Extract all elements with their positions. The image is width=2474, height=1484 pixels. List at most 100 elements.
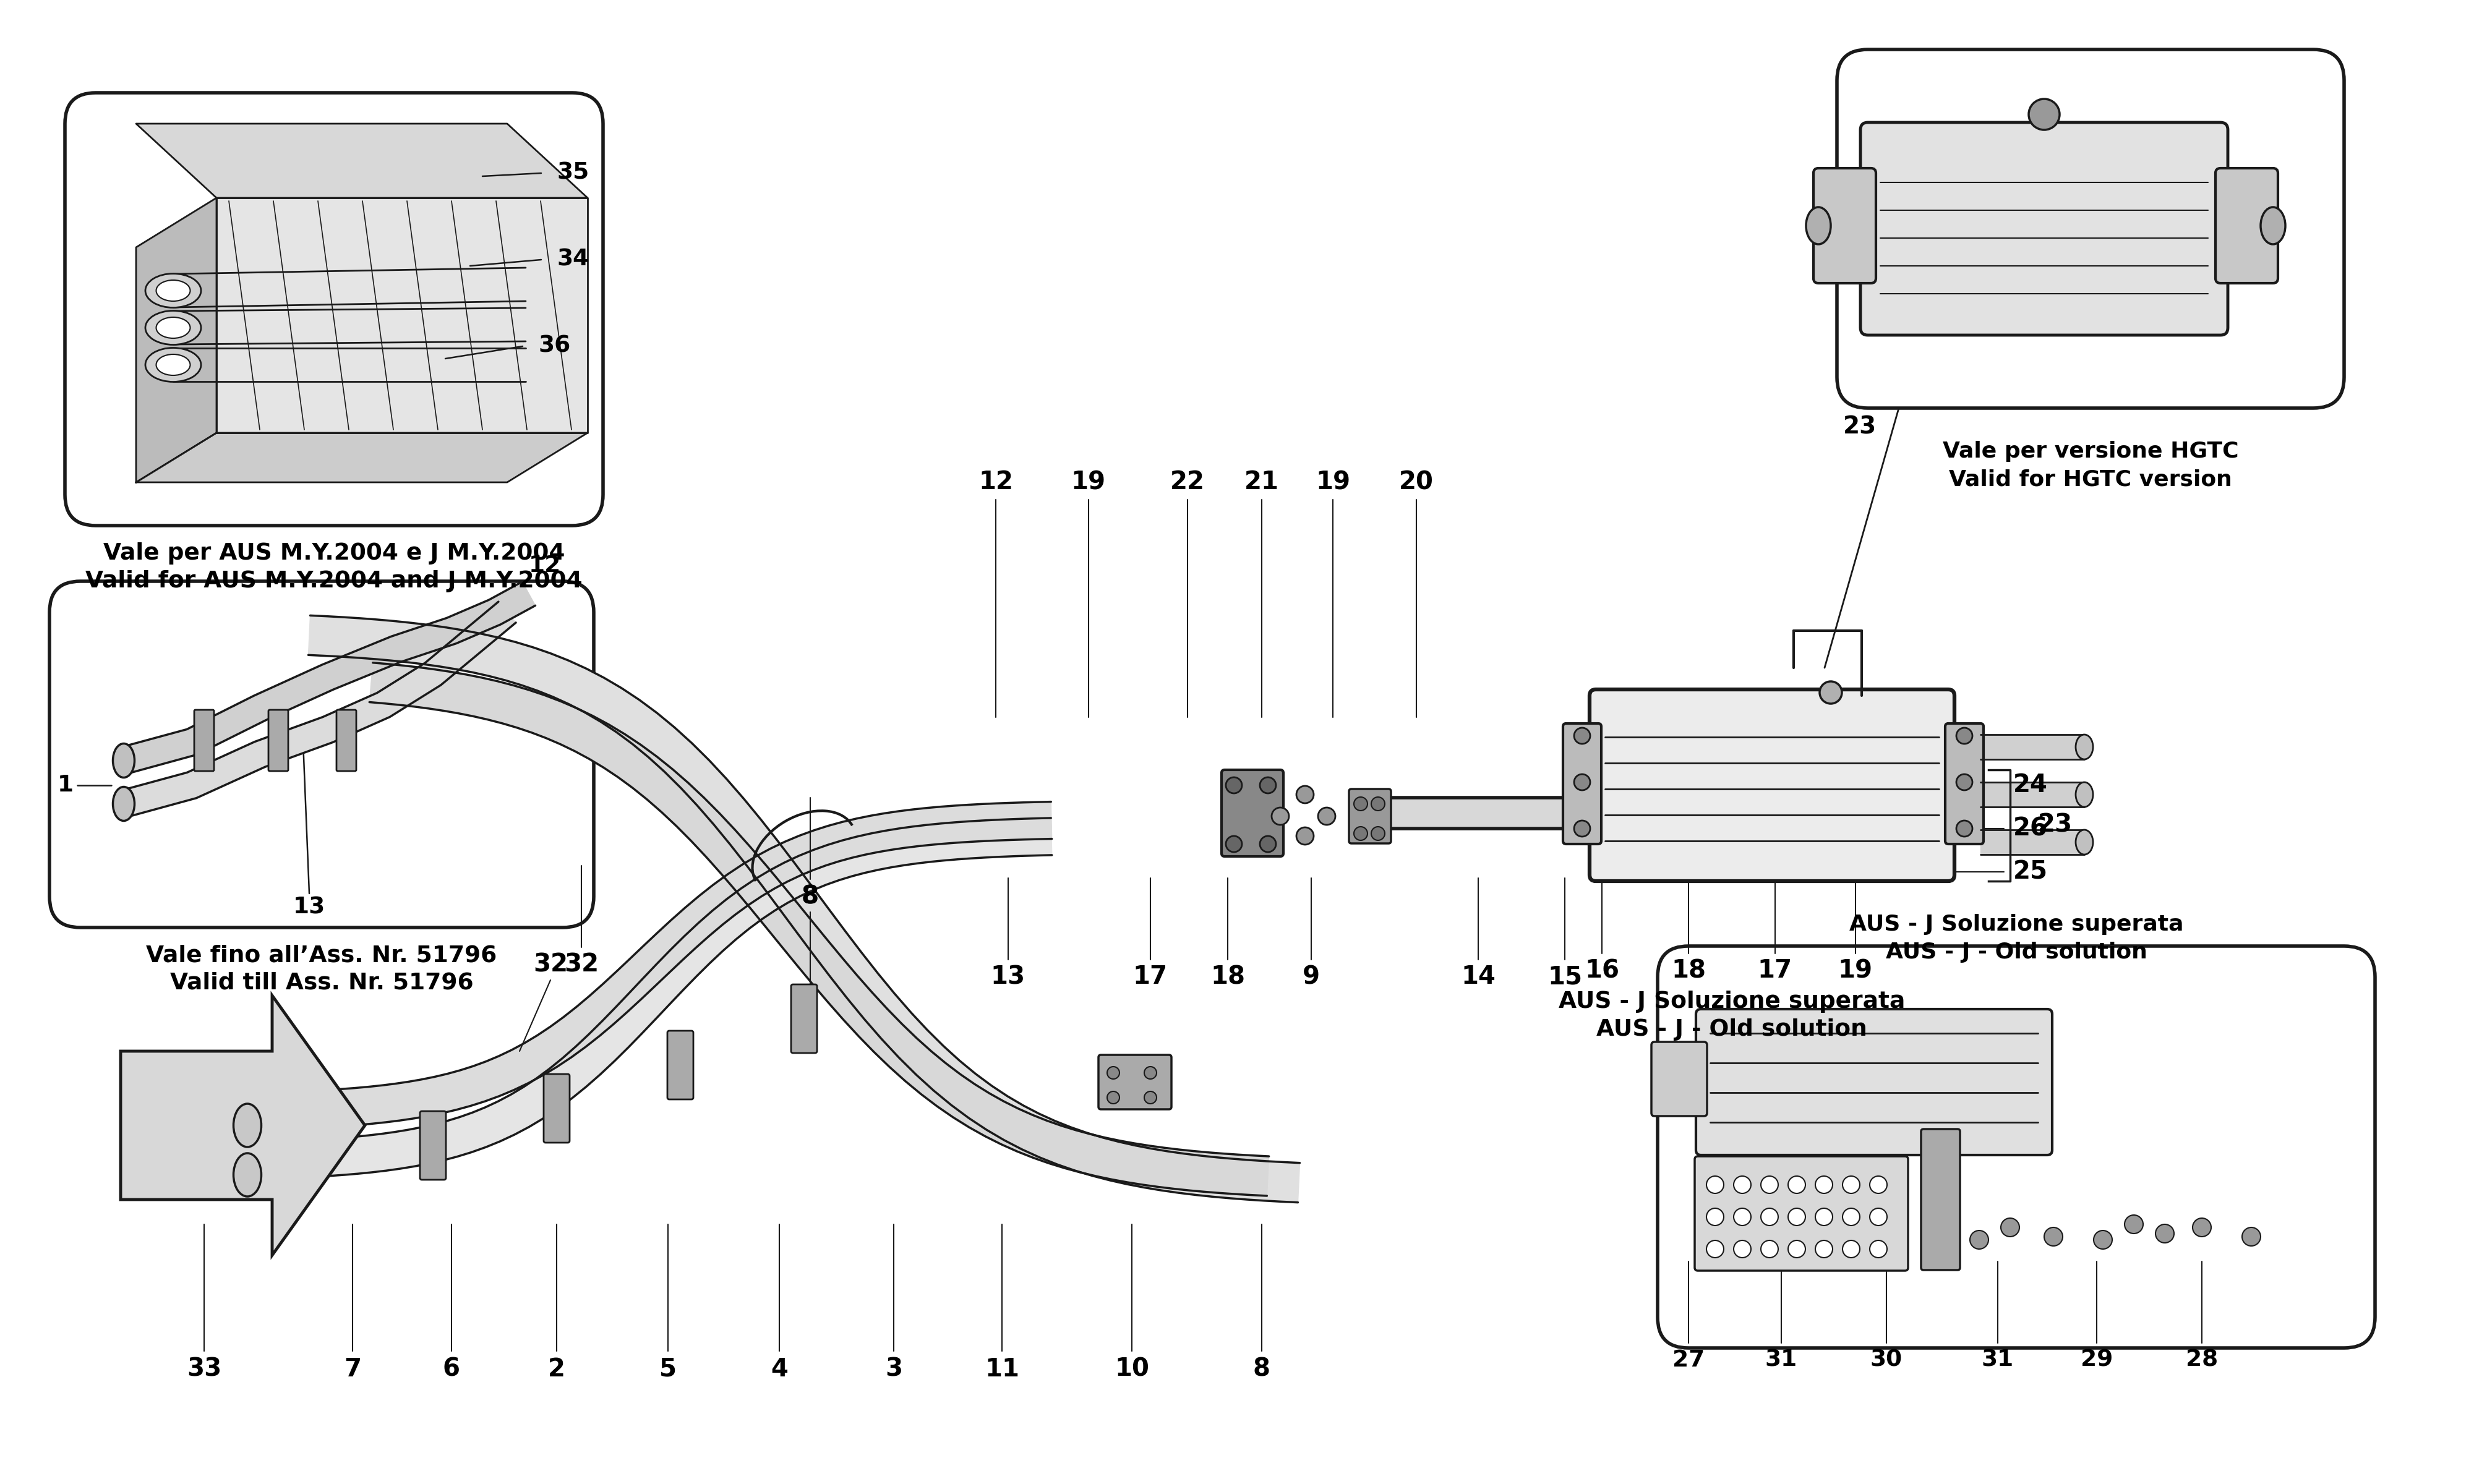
Text: 25: 25 bbox=[2014, 859, 2048, 884]
Circle shape bbox=[1816, 1208, 1833, 1226]
Text: 19: 19 bbox=[1071, 470, 1106, 494]
FancyBboxPatch shape bbox=[1813, 168, 1875, 283]
Circle shape bbox=[1957, 821, 1972, 837]
Text: Valid for HGTC version: Valid for HGTC version bbox=[1950, 469, 2232, 490]
Circle shape bbox=[2192, 1218, 2212, 1236]
Circle shape bbox=[1789, 1241, 1806, 1258]
Text: 13: 13 bbox=[990, 965, 1027, 990]
FancyBboxPatch shape bbox=[1697, 1009, 2053, 1155]
FancyBboxPatch shape bbox=[1564, 723, 1601, 844]
Circle shape bbox=[1296, 828, 1314, 844]
Circle shape bbox=[1371, 827, 1385, 840]
Circle shape bbox=[1108, 1067, 1118, 1079]
Circle shape bbox=[1353, 797, 1368, 810]
FancyBboxPatch shape bbox=[64, 92, 604, 525]
Text: Valid for AUS M.Y.2004 and J M.Y.2004: Valid for AUS M.Y.2004 and J M.Y.2004 bbox=[87, 570, 581, 592]
Circle shape bbox=[1143, 1091, 1158, 1104]
FancyBboxPatch shape bbox=[1860, 122, 2227, 335]
Ellipse shape bbox=[146, 347, 200, 381]
Polygon shape bbox=[136, 123, 589, 197]
Ellipse shape bbox=[2076, 782, 2093, 807]
Text: Vale fino all’Ass. Nr. 51796: Vale fino all’Ass. Nr. 51796 bbox=[146, 944, 497, 966]
Text: 28: 28 bbox=[2185, 1349, 2219, 1371]
Text: 32: 32 bbox=[532, 953, 569, 976]
FancyBboxPatch shape bbox=[49, 582, 594, 927]
Text: AUS - J Soluzione superata: AUS - J Soluzione superata bbox=[1848, 914, 2185, 935]
Circle shape bbox=[1870, 1208, 1888, 1226]
FancyBboxPatch shape bbox=[1658, 947, 2375, 1347]
Text: AUS - J - Old solution: AUS - J - Old solution bbox=[1885, 942, 2147, 963]
Circle shape bbox=[2241, 1227, 2261, 1247]
FancyBboxPatch shape bbox=[336, 709, 356, 772]
Circle shape bbox=[1789, 1208, 1806, 1226]
Circle shape bbox=[1816, 1175, 1833, 1193]
Ellipse shape bbox=[114, 743, 134, 778]
Ellipse shape bbox=[114, 787, 134, 821]
Text: 20: 20 bbox=[1400, 470, 1432, 494]
Circle shape bbox=[1870, 1175, 1888, 1193]
Polygon shape bbox=[247, 818, 1051, 1180]
Circle shape bbox=[1573, 821, 1591, 837]
Text: 6: 6 bbox=[443, 1358, 460, 1382]
Circle shape bbox=[1371, 797, 1385, 810]
Text: 30: 30 bbox=[1870, 1349, 1903, 1371]
FancyBboxPatch shape bbox=[267, 709, 287, 772]
Circle shape bbox=[2044, 1227, 2063, 1247]
Text: 1: 1 bbox=[57, 775, 74, 797]
FancyBboxPatch shape bbox=[544, 1074, 569, 1143]
Circle shape bbox=[1789, 1175, 1806, 1193]
Text: 8: 8 bbox=[802, 884, 819, 908]
Polygon shape bbox=[136, 197, 218, 482]
FancyBboxPatch shape bbox=[1945, 723, 1984, 844]
FancyBboxPatch shape bbox=[421, 1112, 445, 1180]
FancyBboxPatch shape bbox=[193, 709, 215, 772]
Text: 33: 33 bbox=[186, 1358, 223, 1382]
Ellipse shape bbox=[146, 310, 200, 344]
Polygon shape bbox=[121, 996, 366, 1255]
Circle shape bbox=[1957, 727, 1972, 743]
Circle shape bbox=[2093, 1230, 2113, 1250]
Text: 10: 10 bbox=[1116, 1358, 1148, 1382]
Polygon shape bbox=[218, 197, 589, 433]
Circle shape bbox=[1143, 1067, 1158, 1079]
Text: 13: 13 bbox=[292, 896, 327, 919]
Circle shape bbox=[1227, 835, 1242, 852]
Text: 16: 16 bbox=[1583, 959, 1618, 982]
Circle shape bbox=[1969, 1230, 1989, 1250]
Circle shape bbox=[1761, 1208, 1779, 1226]
Polygon shape bbox=[136, 433, 589, 482]
Text: 36: 36 bbox=[539, 335, 571, 358]
Text: 15: 15 bbox=[1549, 965, 1583, 990]
Circle shape bbox=[2001, 1218, 2019, 1236]
Text: 26: 26 bbox=[2014, 816, 2048, 841]
Ellipse shape bbox=[233, 1104, 262, 1147]
Text: Vale per versione HGTC: Vale per versione HGTC bbox=[1942, 441, 2239, 462]
Text: 12: 12 bbox=[980, 470, 1014, 494]
Text: 3: 3 bbox=[886, 1358, 903, 1382]
Text: 19: 19 bbox=[1316, 470, 1351, 494]
FancyBboxPatch shape bbox=[1695, 1156, 1907, 1270]
Circle shape bbox=[1843, 1175, 1860, 1193]
Text: 8: 8 bbox=[802, 884, 819, 908]
Text: 27: 27 bbox=[1672, 1349, 1705, 1371]
Text: 9: 9 bbox=[1301, 965, 1321, 990]
Circle shape bbox=[1573, 775, 1591, 789]
Ellipse shape bbox=[1806, 208, 1831, 245]
FancyBboxPatch shape bbox=[1653, 1042, 1707, 1116]
FancyBboxPatch shape bbox=[1588, 690, 1954, 881]
Circle shape bbox=[1707, 1241, 1724, 1258]
Circle shape bbox=[1259, 835, 1277, 852]
Polygon shape bbox=[247, 801, 1051, 1129]
Text: 17: 17 bbox=[1757, 959, 1794, 982]
Ellipse shape bbox=[156, 280, 190, 301]
Circle shape bbox=[1573, 727, 1591, 743]
Text: 29: 29 bbox=[2081, 1349, 2113, 1371]
Circle shape bbox=[1296, 787, 1314, 803]
Text: 22: 22 bbox=[1170, 470, 1205, 494]
Text: 2: 2 bbox=[549, 1358, 564, 1382]
Circle shape bbox=[1272, 807, 1289, 825]
FancyBboxPatch shape bbox=[1098, 1055, 1173, 1110]
Text: 12: 12 bbox=[529, 555, 562, 577]
Text: 34: 34 bbox=[557, 248, 589, 270]
Text: 4: 4 bbox=[772, 1358, 787, 1382]
